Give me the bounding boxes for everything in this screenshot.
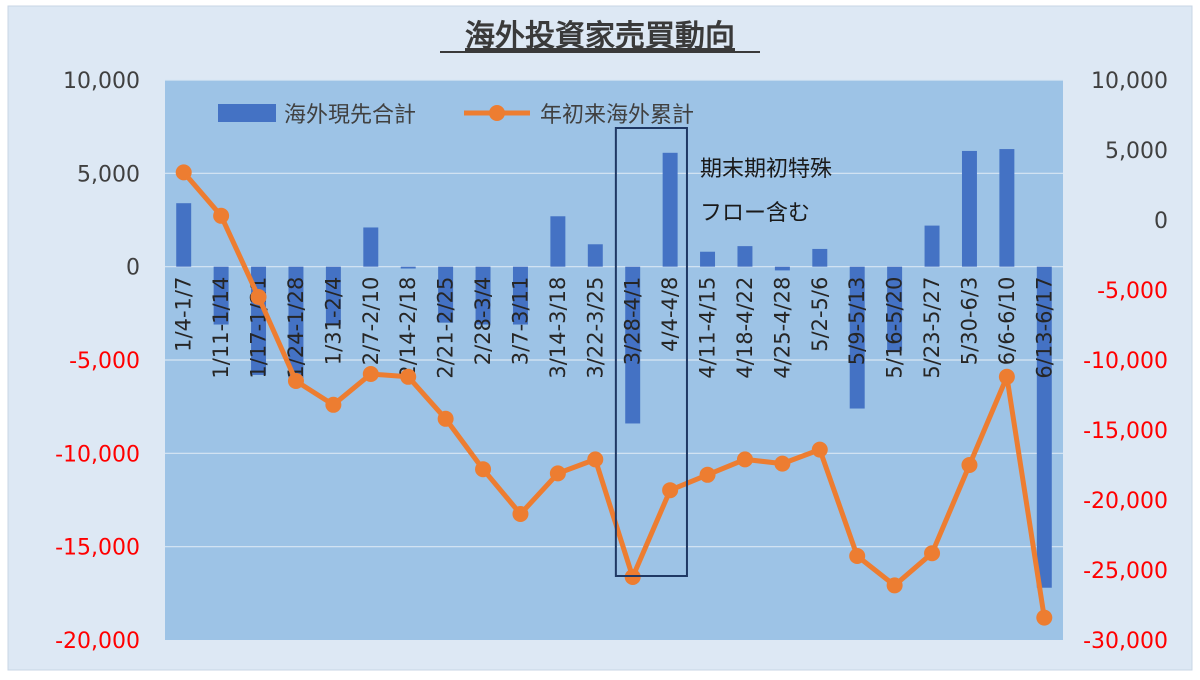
- line-point: [736, 451, 753, 468]
- right-axis-tick-label: -15,000: [1083, 419, 1168, 444]
- left-axis-tick-label: -15,000: [55, 536, 140, 561]
- category-label: 3/22-3/25: [583, 277, 607, 379]
- left-axis-tick-label: -10,000: [55, 442, 140, 467]
- bar: [1036, 266, 1052, 588]
- category-label: 4/11-4/15: [696, 277, 720, 379]
- bar: [961, 150, 977, 267]
- right-axis-tick-label: -10,000: [1083, 349, 1168, 374]
- category-label: 5/2-5/6: [808, 277, 832, 352]
- line-point: [549, 465, 566, 482]
- bar: [812, 248, 828, 267]
- left-axis-tick-label: -5,000: [69, 349, 140, 374]
- bar: [550, 216, 566, 267]
- line-point: [774, 455, 791, 472]
- line-point: [961, 457, 978, 473]
- category-label: 3/28-4/1: [621, 277, 645, 366]
- bar: [288, 266, 304, 379]
- category-label: 5/16-5/20: [883, 277, 907, 379]
- bar: [325, 266, 341, 325]
- line-point: [924, 545, 941, 562]
- bar: [700, 251, 716, 267]
- line-point: [287, 373, 304, 389]
- bar: [512, 266, 528, 325]
- bar: [737, 246, 753, 267]
- line-point: [325, 396, 342, 413]
- category-label: 1/4-1/7: [172, 277, 196, 352]
- bar: [176, 203, 192, 267]
- line-point: [400, 368, 417, 385]
- bar: [363, 227, 379, 267]
- bar: [625, 266, 641, 424]
- bar: [887, 266, 903, 351]
- right-axis-tick-label: -5,000: [1097, 279, 1168, 304]
- right-axis-tick-label: 0: [1154, 209, 1168, 234]
- bar: [662, 152, 678, 267]
- line-point: [213, 207, 230, 224]
- category-label: 2/7-2/10: [359, 277, 383, 366]
- bar: [587, 244, 603, 267]
- annotation-box: [614, 127, 688, 577]
- bar: [924, 225, 940, 267]
- line-point: [886, 577, 903, 594]
- category-label: 6/13-6/17: [1032, 277, 1056, 379]
- left-axis-tick-label: -20,000: [55, 629, 140, 654]
- legend-line-marker: [489, 105, 505, 121]
- right-axis-tick-label: -20,000: [1083, 489, 1168, 514]
- line-point: [250, 289, 267, 305]
- line-point: [811, 441, 828, 458]
- category-label: 2/21-2/25: [434, 277, 458, 379]
- line-point: [998, 368, 1015, 385]
- category-label: 2/28-3/4: [471, 277, 495, 366]
- line-point: [1036, 609, 1053, 626]
- line-point: [662, 482, 679, 499]
- category-label: 5/9-5/13: [845, 277, 869, 366]
- right-axis-tick-label: 10,000: [1091, 69, 1168, 94]
- chart-title: 海外投資家売買動向: [465, 19, 735, 54]
- right-axis-tick-label: -25,000: [1083, 559, 1168, 584]
- bar: [475, 266, 491, 325]
- category-label: 2/14-2/18: [396, 277, 420, 379]
- bar: [774, 266, 790, 271]
- line-point: [512, 506, 529, 522]
- category-label: 5/30-6/3: [957, 277, 981, 366]
- category-label: 4/18-4/22: [733, 277, 757, 379]
- category-label: 5/23-5/27: [920, 277, 944, 379]
- bar: [213, 266, 229, 325]
- bar: [400, 266, 416, 269]
- left-axis-tick-label: 0: [126, 256, 140, 281]
- category-label: 3/14-3/18: [546, 277, 570, 379]
- bar: [999, 149, 1015, 267]
- category-label: 4/25-4/28: [770, 277, 794, 379]
- legend-line-label: 年初来海外累計: [540, 103, 694, 128]
- category-label: 3/7-3/11: [508, 277, 532, 366]
- annotation-text: フロー含む: [700, 201, 810, 226]
- bar: [438, 266, 454, 323]
- bar: [849, 266, 865, 409]
- annotation-text: 期末期初特殊: [700, 157, 832, 182]
- legend-bar-label: 海外現先合計: [284, 103, 416, 128]
- right-axis-tick-label: 5,000: [1105, 139, 1168, 164]
- line-point: [699, 466, 716, 483]
- left-axis-tick-label: 5,000: [77, 162, 140, 187]
- line-point: [587, 451, 604, 468]
- category-label: 1/31-2/4: [321, 277, 345, 366]
- category-label: 6/6-6/10: [995, 277, 1019, 366]
- legend-bar-swatch: [218, 104, 276, 122]
- line-point: [175, 164, 192, 181]
- category-label: 4/4-4/8: [658, 277, 682, 352]
- line-point: [475, 461, 492, 478]
- right-axis-tick-label: -30,000: [1083, 629, 1168, 654]
- line-point: [849, 548, 866, 564]
- line-point: [437, 410, 454, 427]
- category-label: 1/11-1/14: [209, 277, 233, 379]
- left-axis-tick-label: 10,000: [63, 69, 140, 94]
- line-point: [362, 366, 379, 382]
